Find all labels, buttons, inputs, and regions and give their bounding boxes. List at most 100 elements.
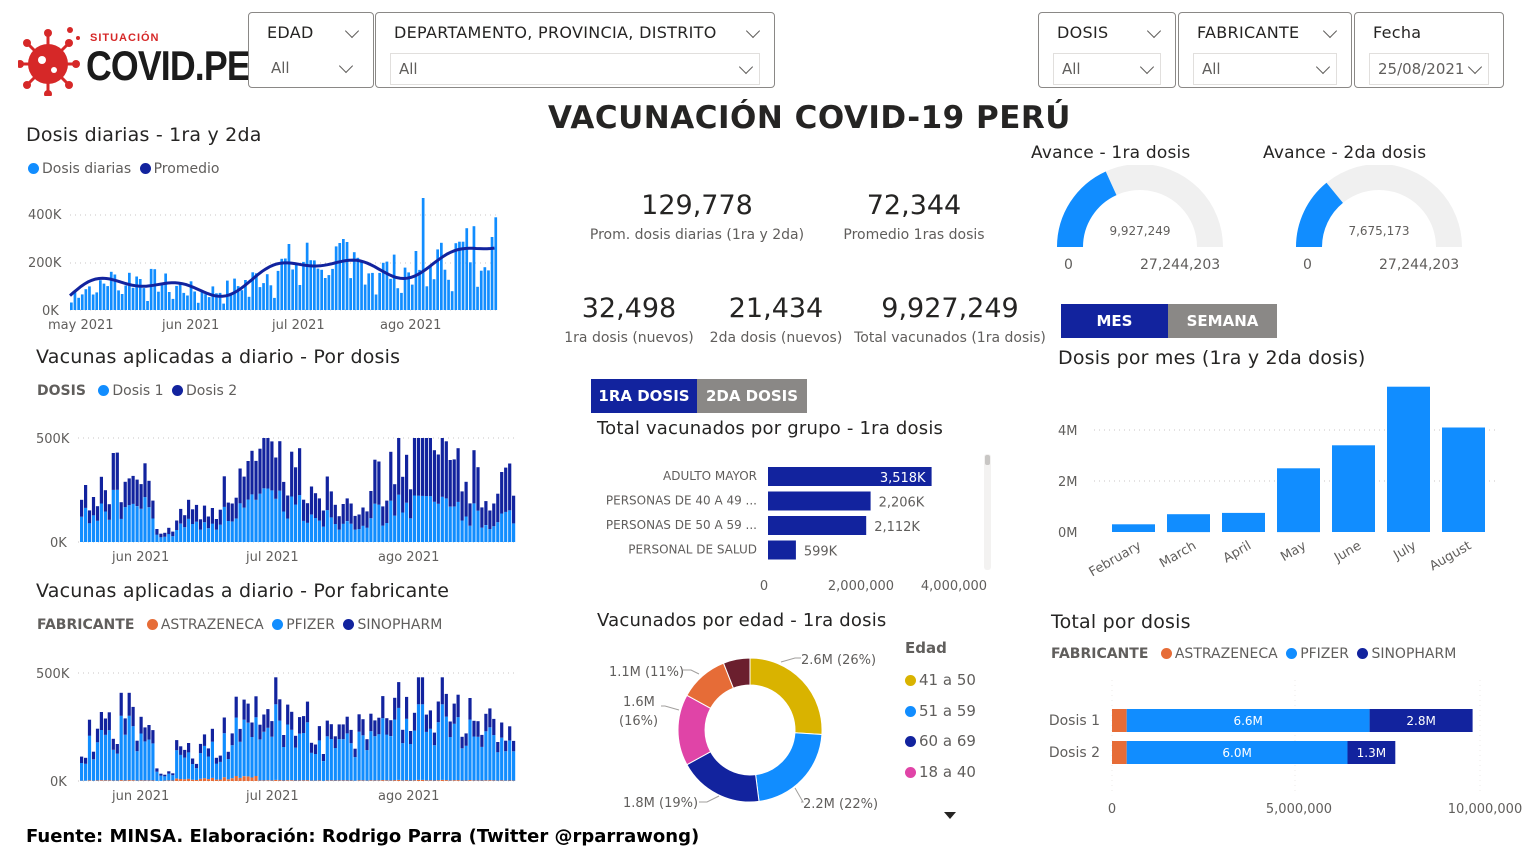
data-label: 599K (804, 545, 838, 560)
bar-segment (373, 720, 377, 737)
bar-segment (179, 523, 183, 542)
chevron-down-icon[interactable] (1467, 59, 1483, 75)
bar-segment (468, 780, 472, 781)
bar-segment (512, 523, 516, 542)
filter-edad-select[interactable]: All (263, 53, 359, 83)
filter-fabricante[interactable]: FABRICANTE All (1178, 12, 1352, 88)
filter-edad[interactable]: EDAD All (248, 12, 374, 88)
chevron-down-icon[interactable] (1322, 23, 1338, 39)
chevron-down-icon[interactable] (1315, 59, 1331, 75)
bar-segment (377, 717, 381, 735)
chevron-down-icon[interactable] (1146, 23, 1162, 39)
bar-segment (210, 508, 214, 524)
bar-segment (460, 780, 464, 781)
legend-header: FABRICANTE (1051, 646, 1149, 662)
bar-segment (290, 451, 294, 497)
bar-segment (321, 761, 325, 781)
y-tick: 2M (1058, 475, 1078, 490)
chevron-down-icon[interactable] (344, 23, 360, 39)
bar-segment (480, 527, 484, 542)
chevron-down-icon[interactable] (745, 23, 761, 39)
bar-segment (508, 463, 512, 511)
scrollbar-thumb[interactable] (985, 455, 990, 465)
average-line (69, 246, 495, 298)
bar-segment (103, 718, 107, 735)
bar-segment (111, 749, 115, 781)
bar-segment (254, 499, 258, 542)
bar-segment (167, 773, 171, 781)
bar-segment (357, 514, 361, 529)
gauge-fill (1296, 182, 1344, 248)
filter-dosis[interactable]: DOSIS All (1038, 12, 1176, 88)
bar-segment (139, 508, 143, 542)
bar-segment (214, 779, 218, 781)
bar-segment (167, 534, 171, 542)
bar-segment (191, 509, 195, 524)
chevron-down-icon[interactable] (738, 59, 754, 75)
bar-segment (349, 503, 353, 524)
bar-segment (333, 736, 337, 748)
bar-segment (409, 489, 413, 519)
bar-segment (111, 489, 115, 542)
bar-segment (254, 776, 258, 781)
bar (215, 293, 218, 310)
filter-fabricante-select[interactable]: All (1193, 53, 1337, 85)
category-label: PERSONAS DE 50 A 59 ... (606, 518, 757, 532)
bar-segment (222, 506, 226, 542)
filter-dosis-label: DOSIS (1057, 23, 1109, 42)
filter-fecha[interactable]: Fecha 25/08/2021 (1354, 12, 1504, 88)
bar-segment (119, 502, 123, 519)
bar-segment (151, 780, 155, 781)
scrollbar[interactable] (984, 454, 991, 570)
bar-segment (397, 682, 401, 708)
bar-segment (103, 490, 107, 512)
bar-segment (385, 523, 389, 542)
toggle-mes-button[interactable]: MES (1061, 304, 1168, 338)
bar-segment (373, 736, 377, 781)
bar-segment (492, 526, 496, 542)
bar-segment (480, 734, 484, 747)
bar-segment (171, 780, 175, 781)
bar (244, 280, 247, 310)
legend-item: SINOPHARM (1371, 646, 1457, 662)
filter-departamento[interactable]: DEPARTAMENTO, PROVINCIA, DISTRITO All (375, 12, 775, 88)
bar-segment (357, 780, 361, 781)
filter-fecha-select[interactable]: 25/08/2021 (1369, 53, 1489, 85)
kpi-label: Promedio 1ras dosis (843, 227, 985, 243)
bar-segment (373, 459, 377, 504)
bar-segment (381, 718, 385, 781)
bar-segment (488, 510, 492, 529)
bar-segment (246, 499, 250, 542)
bar-segment (302, 780, 306, 781)
bar-segment (424, 496, 428, 542)
bar-segment (385, 734, 389, 781)
y-tick: 0K (42, 304, 59, 319)
toggle-semana-button[interactable]: SEMANA (1168, 304, 1277, 338)
scroll-down-icon[interactable] (944, 812, 956, 819)
filter-departamento-select[interactable]: All (390, 53, 760, 85)
bar-segment (143, 741, 147, 781)
toggle-2da-dosis-button[interactable]: 2DA DOSIS (697, 379, 807, 413)
bar-segment (1112, 709, 1127, 732)
chevron-down-icon[interactable] (1139, 59, 1155, 75)
toggle-1ra-dosis-button[interactable]: 1RA DOSIS (591, 379, 697, 413)
y-tick: 0M (1058, 526, 1078, 541)
bar-segment (409, 731, 413, 744)
daily-chart-title: Dosis diarias - 1ra y 2da (26, 124, 262, 146)
bar-segment (416, 438, 421, 496)
bar-segment (492, 503, 496, 527)
bar-segment (131, 475, 135, 504)
bar-segment (333, 780, 337, 781)
bar-segment (115, 489, 119, 542)
bar-segment (131, 726, 135, 781)
legend-item: PFIZER (1300, 646, 1349, 662)
bar (189, 281, 193, 310)
kpi-value: 21,434 (728, 293, 824, 324)
bar-segment (496, 752, 500, 781)
bar-segment (84, 485, 88, 508)
filter-dosis-select[interactable]: All (1053, 53, 1161, 85)
legend-item: 51 a 59 (919, 701, 976, 720)
data-label: 3,518K (880, 471, 926, 486)
chevron-down-icon[interactable] (338, 58, 354, 74)
bar-segment (440, 704, 444, 780)
